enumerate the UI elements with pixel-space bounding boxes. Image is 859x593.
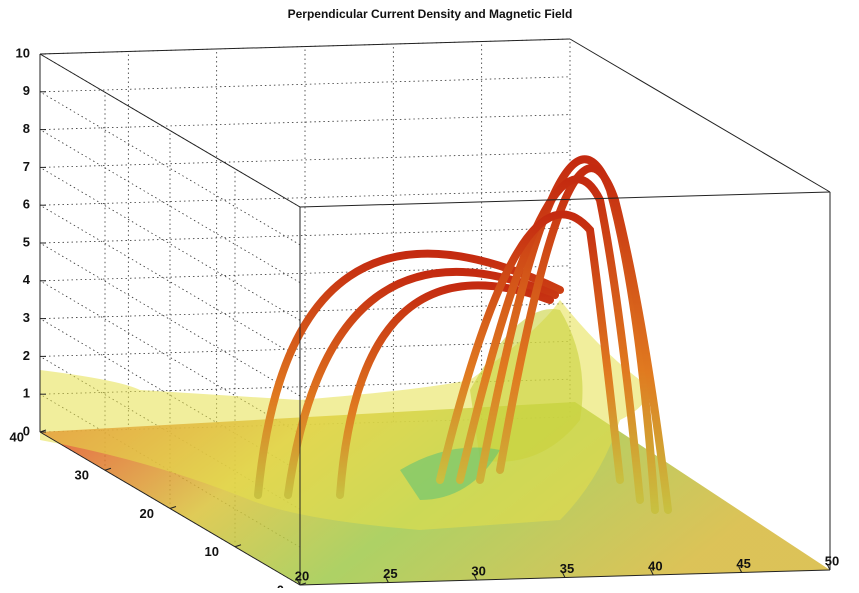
grid-line — [39, 204, 301, 359]
grid-line — [39, 152, 571, 168]
x-tick-label: 20 — [295, 568, 309, 583]
y-tick-label: 40 — [10, 429, 24, 444]
y-tick — [169, 506, 177, 509]
x-tick — [826, 563, 831, 571]
y-tick-label: 0 — [277, 582, 284, 588]
y-tick — [234, 544, 242, 548]
x-tick — [649, 568, 654, 576]
y-tick-label: 10 — [205, 544, 219, 559]
x-tick-label: 50 — [825, 553, 839, 568]
isosurface — [400, 447, 500, 500]
field-visualization — [40, 155, 830, 585]
field-line — [284, 267, 559, 499]
z-tick-label: 6 — [23, 197, 30, 212]
x-tick — [473, 573, 478, 581]
field-line — [496, 164, 672, 514]
field-line — [254, 249, 564, 499]
z-tick-label: 10 — [16, 45, 30, 60]
y-tick — [104, 467, 112, 471]
y-tick — [39, 429, 47, 433]
x-tick-label: 35 — [560, 561, 574, 576]
z-tick-label: 8 — [23, 121, 30, 136]
x-tick — [738, 566, 743, 573]
x-tick — [561, 571, 566, 578]
grid-line — [39, 129, 301, 283]
grid-line — [39, 167, 301, 321]
x-tick — [384, 576, 389, 583]
axis-box-edge — [39, 53, 301, 208]
x-tick-label: 30 — [471, 563, 485, 578]
z-tick-label: 5 — [23, 234, 30, 249]
x-tick-label: 25 — [383, 566, 397, 581]
z-tick-label: 7 — [23, 159, 30, 174]
z-tick-label: 1 — [23, 386, 30, 401]
z-tick-label: 4 — [23, 272, 31, 287]
y-tick-label: 30 — [75, 468, 89, 483]
y-tick-label: 20 — [140, 506, 154, 521]
grid-line — [39, 76, 571, 93]
z-tick-label: 3 — [23, 310, 30, 325]
field-line — [456, 175, 644, 504]
z-tick-label: 2 — [23, 348, 30, 363]
field-line — [436, 210, 624, 484]
isosurface — [40, 300, 647, 530]
grid-line — [39, 189, 571, 206]
grid-line — [39, 242, 301, 397]
y-tick — [299, 582, 307, 586]
grid-line — [39, 91, 301, 246]
z-tick-label: 0 — [23, 423, 30, 438]
chart-title: Perpendicular Current Density and Magnet… — [288, 7, 573, 21]
axis-box-edge — [299, 191, 831, 208]
grid-line — [39, 265, 571, 282]
axis-box-edge — [39, 38, 571, 55]
x-tick-label: 40 — [648, 558, 662, 573]
axis-box-edge — [569, 38, 831, 193]
x-tick — [296, 578, 301, 586]
x-tick-label: 45 — [736, 556, 750, 571]
z-tick-label: 9 — [23, 83, 30, 98]
field-lines — [254, 155, 672, 514]
